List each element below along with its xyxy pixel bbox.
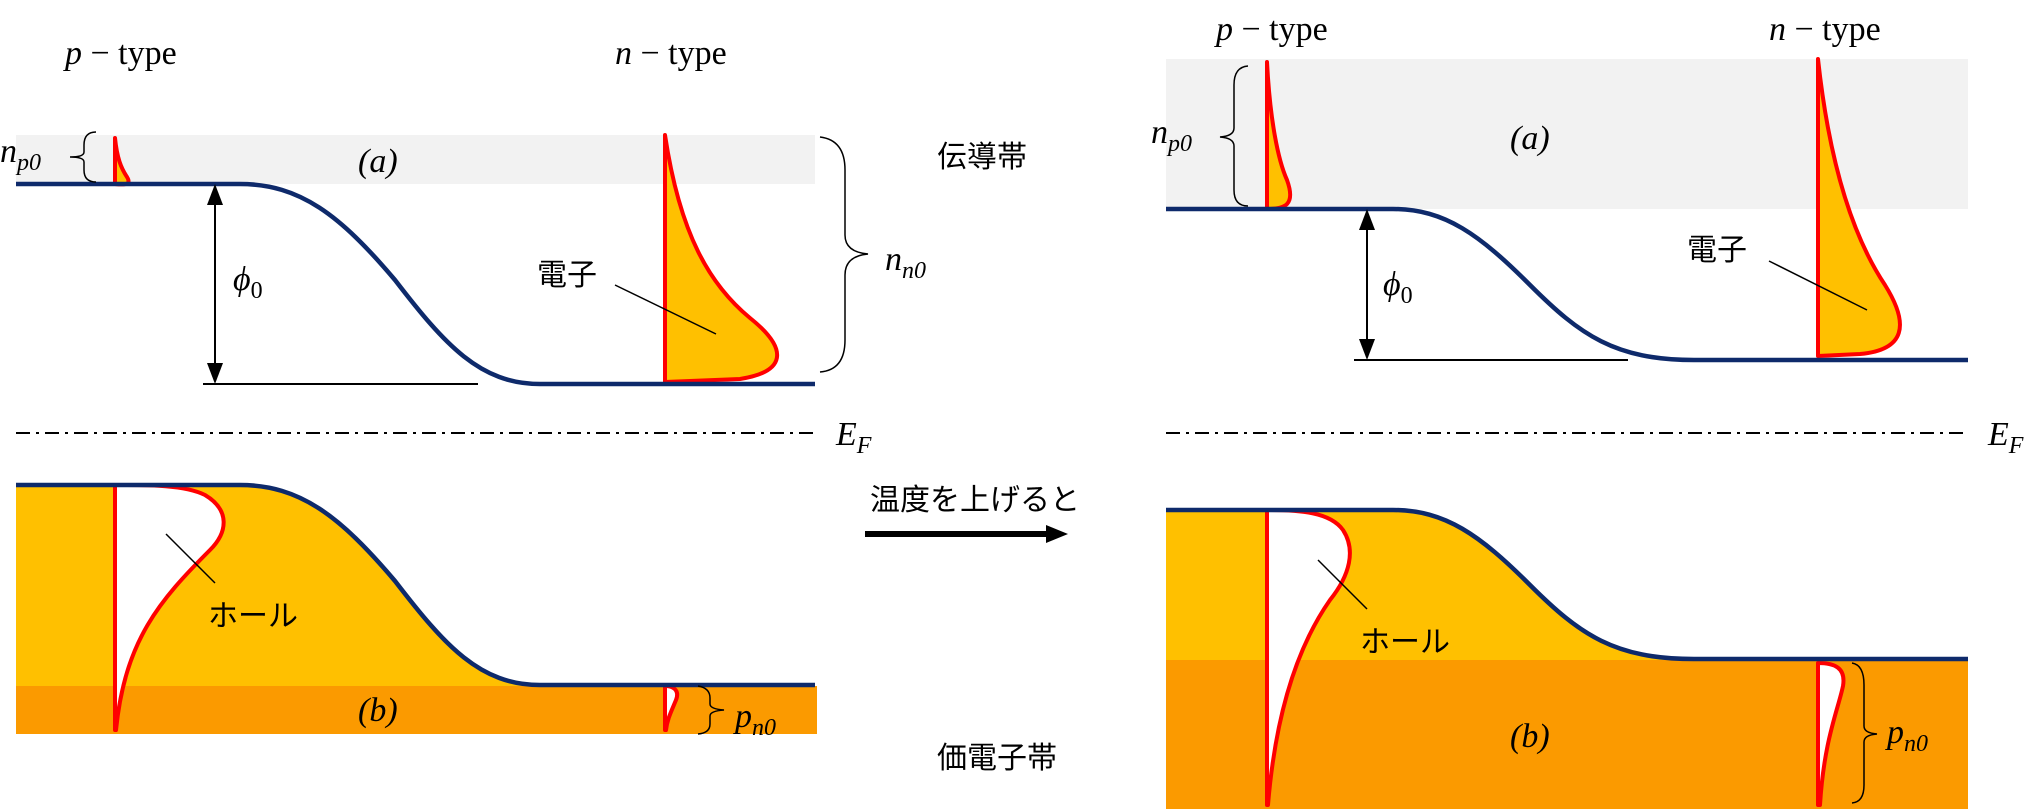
hole-leader-line <box>1317 559 1368 610</box>
phi0-label: ϕ0 <box>233 261 263 304</box>
electron-distribution-n <box>663 133 780 384</box>
electron-label: 電子 <box>1687 233 1747 268</box>
electron-leader-line <box>1768 260 1868 311</box>
right-panel-high-temperature: p − type n − type (a) ϕ0 np0 電子 EF ホール (… <box>1151 11 2024 809</box>
conduction-band-label: 伝導帯 <box>937 140 1027 175</box>
conduction-band-region <box>16 135 815 184</box>
band-a-label: (a) <box>1510 120 1550 157</box>
raise-temperature-label: 温度を上げると <box>870 483 1080 518</box>
p-type-label: p − type <box>1214 11 1328 48</box>
p-type-label: p − type <box>63 35 177 72</box>
fermi-level-label: EF <box>835 416 872 459</box>
pn0-label: pn0 <box>1885 714 1928 757</box>
phi0-label: ϕ0 <box>1383 266 1413 309</box>
left-panel-low-temperature: p − type n − type (a) ϕ0 np0 nn0 電子 EF <box>0 35 926 741</box>
hole-distribution-n <box>1816 661 1846 807</box>
hole-leader-line <box>165 533 216 584</box>
hole-label: ホール <box>208 599 298 634</box>
arrow-head-up-icon <box>1359 209 1375 230</box>
band-b-label: (b) <box>358 692 398 729</box>
hole-distribution-n <box>663 684 680 732</box>
nn0-label: nn0 <box>885 241 926 284</box>
electron-label: 電子 <box>537 258 597 293</box>
n-type-label: n − type <box>615 35 727 72</box>
band-b-label: (b) <box>1510 718 1550 755</box>
band-a-label: (a) <box>358 143 398 180</box>
n-type-label: n − type <box>1769 11 1881 48</box>
valence-band-deep-region <box>16 686 817 734</box>
np0-label: np0 <box>1151 114 1192 157</box>
valence-band-edge <box>1166 507 1968 662</box>
np0-label: np0 <box>0 133 41 176</box>
fermi-level-label: EF <box>1987 416 2024 459</box>
hole-label: ホール <box>1360 625 1450 660</box>
valence-band-edge <box>16 482 815 688</box>
pn0-brace <box>1851 662 1878 804</box>
valence-band-label: 価電子帯 <box>937 741 1057 776</box>
conduction-band-edge <box>1166 206 1968 363</box>
arrow-right-icon <box>1046 525 1068 543</box>
conduction-band-edge <box>16 181 815 387</box>
pn0-brace <box>697 685 725 735</box>
arrow-head-up-icon <box>207 184 223 205</box>
arrow-head-down-icon <box>1359 339 1375 360</box>
electron-leader-line <box>614 284 717 335</box>
nn0-brace <box>819 136 869 373</box>
hole-distribution-p <box>1265 508 1352 807</box>
electron-distribution-n <box>1816 57 1902 358</box>
arrow-head-down-icon <box>207 363 223 384</box>
np0-brace <box>1219 65 1249 207</box>
np0-brace <box>69 131 97 183</box>
pn0-label: pn0 <box>733 698 776 741</box>
